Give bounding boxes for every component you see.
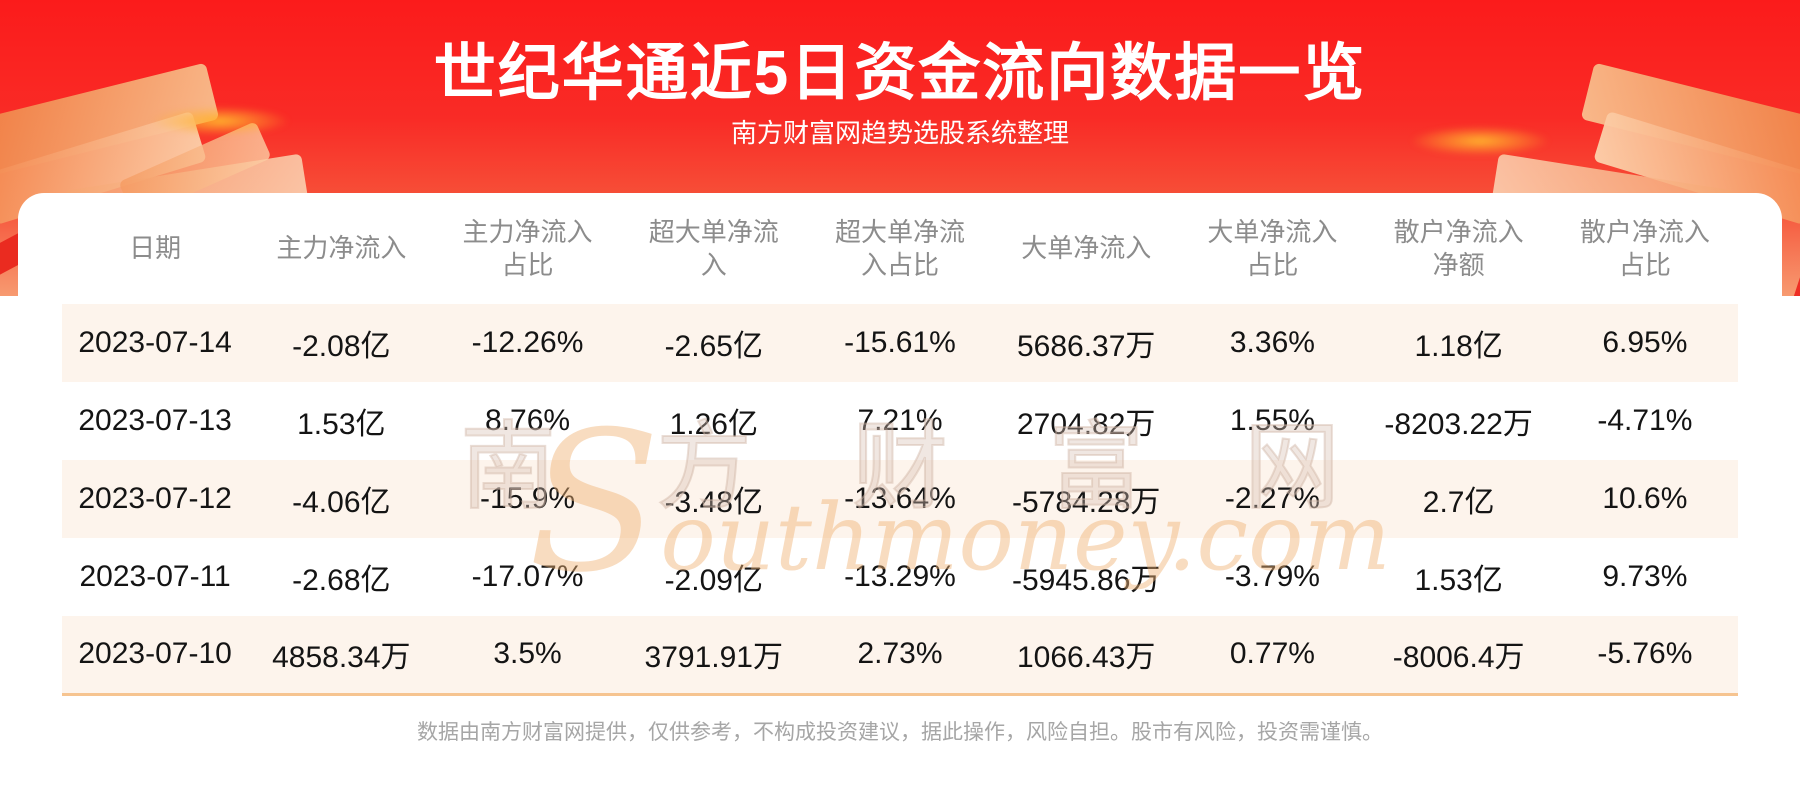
value-cell: 3.36% [1229,326,1315,359]
value-cell: 6.95% [1602,326,1688,359]
table-row: 2023-07-11 -2.68亿 -17.07% -2.09亿 -13.29% -594… [62,538,1738,616]
value-cell: -5784.28万 [1011,486,1161,519]
column-header: 大单净流入 [1021,233,1152,264]
date-cell: 2023-07-11 [79,560,231,593]
value-cell: 4858.34万 [248,616,435,696]
value-cell: -4.06亿 [292,486,391,519]
value-cell: 1066.43万 [993,616,1180,696]
value-cell: -4.71% [1597,404,1693,437]
table-row: 2023-07-12 -4.06亿 -15.9% -3.48亿 -13.64% -5784… [62,460,1738,538]
value-cell: -2.08亿 [292,330,391,363]
value-cell: 8.76% [485,404,571,437]
column-header: 主力净流入 占比 [462,217,593,280]
value-cell: 0.77% [1179,616,1366,696]
value-cell: 3791.91万 [620,616,807,696]
value-cell: 2704.82万 [1016,408,1156,441]
value-cell: 3.5% [434,616,621,696]
value-cell: -5.76% [1551,616,1738,696]
column-header: 散户净流入 净额 [1393,217,1524,280]
disclaimer-text: 数据由南方财富网提供，仅供参考，不构成投资建议，据此操作，风险自担。股市有风险，… [417,721,1383,744]
value-cell: 1.53亿 [1414,564,1503,597]
data-card: 日期 主力净流入 主力净流入 占比 超大单净流 入超大单净流 入占比 大单净流入 大单净流… [18,193,1782,800]
column-header: 超大单净流 入占比 [834,217,965,280]
value-cell: -5945.86万 [1011,564,1161,597]
value-cell: 7.21% [857,404,943,437]
value-cell: 1.26亿 [669,408,758,441]
value-cell: -15.61% [844,326,956,359]
value-cell: 1.18亿 [1414,330,1503,363]
table-row: 2023-07-13 1.53亿 8.76% 1.26亿 7.21% 2704.82万 1.… [62,382,1738,460]
header-row: 日期 主力净流入 主力净流入 占比 超大单净流 入超大单净流 入占比 大单净流入 大单净流… [62,193,1738,304]
table-body: 2023-07-14 -2.08亿 -12.26% -2.65亿 -15.61% 5686… [62,304,1738,696]
value-cell: 1.55% [1229,404,1315,437]
fundflow-table: 日期 主力净流入 主力净流入 占比 超大单净流 入超大单净流 入占比 大单净流入 大单净流… [62,193,1738,696]
value-cell: -12.26% [471,326,584,359]
page-title: 世纪华通近5日资金流向数据一览 [433,39,1367,108]
value-cell: -17.07% [471,560,584,593]
value-cell: 5686.37万 [1016,330,1156,363]
table-row: 2023-07-14 -2.08亿 -12.26% -2.65亿 -15.61% 5686… [62,304,1738,382]
column-header: 散户净流入 占比 [1579,217,1710,280]
value-cell: 10.6% [1602,482,1688,515]
value-cell: -8203.22万 [1384,408,1533,441]
value-cell: -3.48亿 [664,486,763,519]
column-header: 日期 [129,233,182,264]
page-subtitle: 南方财富网趋势选股系统整理 [730,118,1069,148]
value-cell: -3.79% [1224,560,1320,593]
date-cell: 2023-07-14 [78,326,232,359]
value-cell: 2.73% [806,616,994,696]
date-cell: 2023-07-10 [62,616,249,696]
column-header: 大单净流入 占比 [1207,217,1338,280]
value-cell: -8006.4万 [1365,616,1552,696]
date-cell: 2023-07-12 [78,482,232,515]
value-cell: -15.9% [480,482,576,515]
value-cell: -2.27% [1224,482,1320,515]
table-header: 日期 主力净流入 主力净流入 占比 超大单净流 入超大单净流 入占比 大单净流入 大单净流… [62,193,1738,304]
value-cell: 1.53亿 [297,408,386,441]
date-cell: 2023-07-13 [78,404,232,437]
value-cell: -2.68亿 [292,564,391,597]
value-cell: -13.64% [844,482,956,515]
value-cell: 9.73% [1602,560,1688,593]
value-cell: -13.29% [844,560,956,593]
value-cell: 2.7亿 [1422,486,1495,519]
table-row: 2023-07-10 4858.34万 3.5% 3791.91万 2.73% 1066.… [62,616,1738,696]
column-header: 主力净流入 [276,233,407,264]
value-cell: -2.09亿 [664,564,763,597]
column-header: 超大单净流 入 [648,217,779,280]
value-cell: -2.65亿 [664,330,763,363]
